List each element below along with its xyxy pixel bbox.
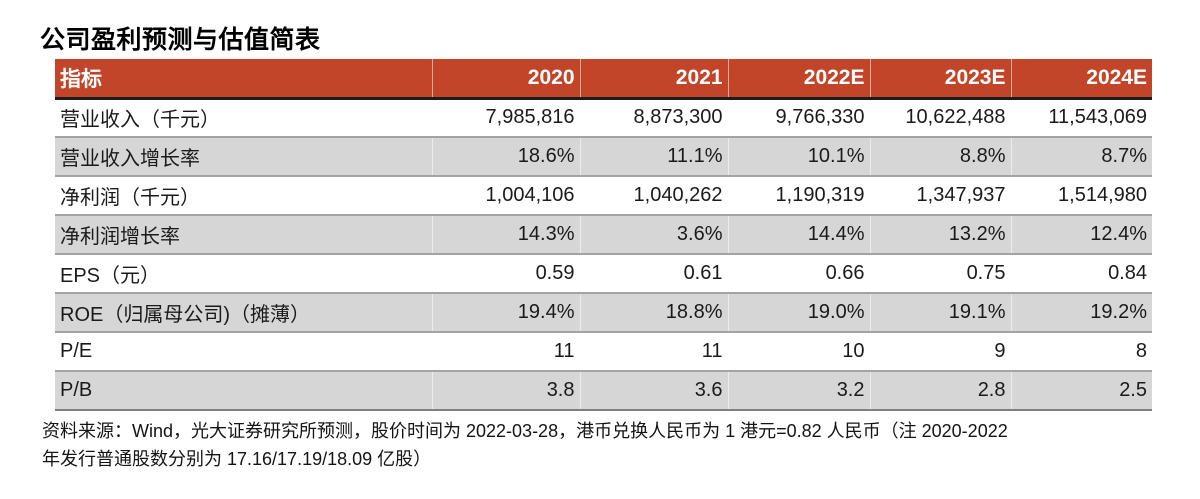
value-cell: 3.8 [431, 370, 580, 410]
table-row: 净利润（千元） 1,004,106 1,040,262 1,190,319 1,347,… [55, 175, 1152, 215]
row-label-cell: 营业收入增长率 [55, 136, 432, 176]
value-cell: 7,985,816 [431, 98, 580, 137]
value-cell: 2.5 [1010, 370, 1152, 410]
value-cell: 14.4% [727, 214, 870, 254]
value-cell: 3.2 [727, 370, 870, 410]
value-cell: 18.6% [431, 136, 580, 176]
value-cell: 11,543,069 [1010, 98, 1152, 137]
value-cell: 9 [869, 331, 1011, 371]
value-cell: 1,347,937 [869, 175, 1011, 215]
value-cell: 19.2% [1010, 292, 1152, 332]
column-header-5: 2024E [1010, 59, 1152, 100]
column-header-4: 2023E [869, 59, 1011, 100]
column-header-0: 指标 [55, 59, 432, 100]
table-row: P/E 11 11 10 9 8 [55, 331, 1152, 371]
value-cell: 11.1% [579, 136, 728, 176]
row-label-cell: ROE（归属母公司)（摊薄） [55, 292, 432, 332]
value-cell: 8.7% [1010, 136, 1152, 176]
value-cell: 8 [1010, 331, 1152, 371]
value-cell: 11 [431, 331, 580, 371]
table-row: 营业收入（千元） 7,985,816 8,873,300 9,766,330 10,62… [55, 98, 1152, 137]
row-label-cell: P/B [55, 370, 432, 410]
value-cell: 10 [727, 331, 870, 371]
value-cell: 1,004,106 [431, 175, 580, 215]
source-note-line: 资料来源：Wind，光大证券研究所预测，股价时间为 2022-03-28，港币兑… [42, 421, 1008, 441]
value-cell: 8,873,300 [579, 98, 728, 137]
row-label-cell: EPS（元） [55, 253, 432, 293]
value-cell: 11 [579, 331, 728, 371]
row-label-cell: 营业收入（千元） [60, 109, 220, 132]
value-cell: 2.8 [869, 370, 1011, 410]
value-cell: 1,190,319 [727, 175, 870, 215]
column-header-1: 2020 [431, 59, 580, 100]
value-cell: 12.4% [1010, 214, 1152, 254]
source-note-line: 年发行普通股数分别为 17.16/17.19/18.09 亿股） [42, 449, 432, 469]
table-row: 净利润增长率 14.3% 3.6% 14.4% 13.2% 12.4% [55, 214, 1152, 254]
value-cell: 18.8% [579, 292, 728, 332]
value-cell: 13.2% [869, 214, 1011, 254]
column-header-2: 2021 [579, 59, 728, 100]
value-cell: 19.4% [431, 292, 580, 332]
row-label-cell: 净利润增长率 [55, 214, 432, 254]
value-cell: 3.6 [579, 370, 728, 410]
source-note: 资料来源：Wind，光大证券研究所预测，股价时间为 2022-03-28，港币兑… [42, 417, 1172, 473]
value-cell: 3.6% [579, 214, 728, 254]
value-cell: 10.1% [727, 136, 870, 176]
value-cell: 19.0% [727, 292, 870, 332]
value-cell: 0.75 [869, 253, 1011, 293]
value-cell: 9,766,330 [727, 98, 870, 137]
table-row: 营业收入增长率 18.6% 11.1% 10.1% 8.8% 8.7% [55, 136, 1152, 176]
table-header-row: 指标 2020 2021 2022E 2023E 2024E [55, 59, 1152, 100]
value-cell: 1,040,262 [579, 175, 728, 215]
value-cell: 8.8% [869, 136, 1011, 176]
valuation-table: 指标 2020 2021 2022E 2023E 2024E 营业收入（千元） 7,985,… [55, 59, 1152, 411]
value-cell: 0.59 [431, 253, 580, 293]
table-row: P/B 3.8 3.6 3.2 2.8 2.5 [55, 370, 1152, 410]
row-label-cell: 净利润（千元） [55, 175, 432, 215]
table-row: EPS（元） 0.59 0.61 0.66 0.75 0.84 [55, 253, 1152, 293]
row-label-cell: P/E [55, 331, 432, 371]
value-cell: 1,514,980 [1010, 175, 1152, 215]
column-header-3: 2022E [727, 59, 870, 100]
value-cell: 10,622,488 [869, 98, 1011, 137]
table-row: ROE（归属母公司)（摊薄） 19.4% 18.8% 19.0% 19.1% 19.2% [55, 292, 1152, 332]
value-cell: 0.84 [1010, 253, 1152, 293]
value-cell: 0.66 [727, 253, 870, 293]
value-cell: 14.3% [431, 214, 580, 254]
page-title: 公司盈利预测与估值简表 [40, 26, 321, 54]
value-cell: 0.61 [579, 253, 728, 293]
value-cell: 19.1% [869, 292, 1011, 332]
